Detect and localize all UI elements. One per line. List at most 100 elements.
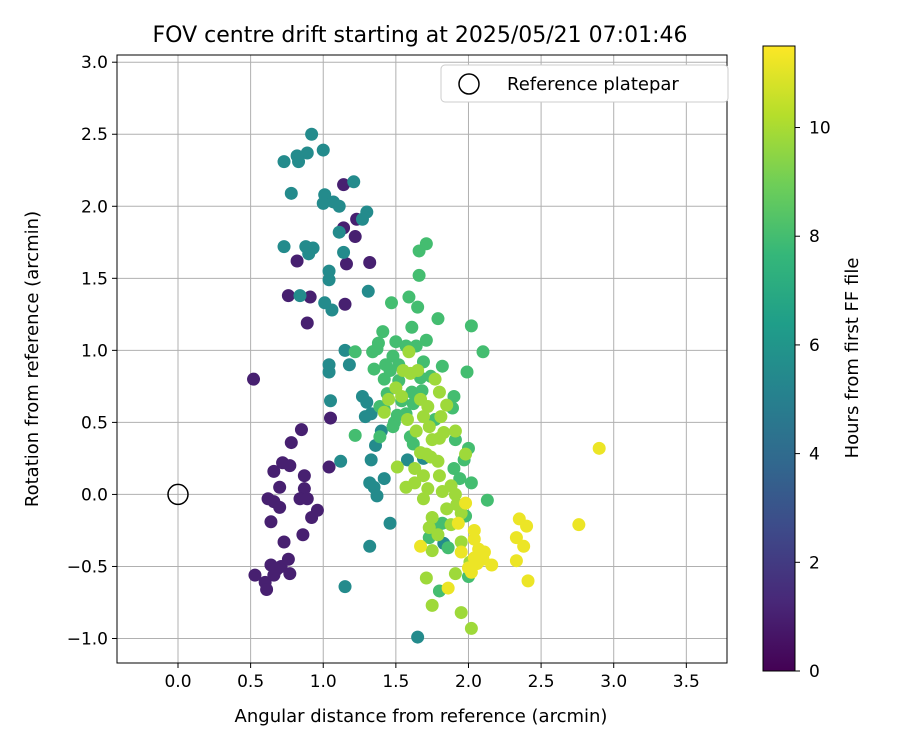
y-tick-label: 3.0: [81, 53, 108, 73]
scatter-point: [437, 425, 451, 439]
scatter-point: [412, 268, 426, 282]
scatter-point: [406, 437, 420, 451]
scatter-point: [419, 333, 433, 347]
scatter-point: [432, 385, 446, 399]
scatter-point: [405, 385, 419, 399]
colorbar-tick-label: 2: [809, 553, 820, 573]
colorbar-tick-label: 4: [809, 445, 820, 465]
x-tick-label: 2.5: [528, 672, 555, 692]
scatter-point: [348, 230, 362, 244]
scatter-point: [509, 554, 523, 568]
scatter-point: [435, 359, 449, 373]
legend-box: [440, 64, 729, 103]
scatter-point: [347, 175, 361, 189]
y-tick-label: 0.0: [81, 485, 108, 505]
scatter-point: [431, 454, 445, 468]
scatter-point: [348, 345, 362, 359]
scatter-point: [361, 284, 375, 298]
scatter-point: [444, 479, 458, 493]
scatter-point: [572, 518, 586, 532]
x-tick-label: 3.0: [600, 672, 627, 692]
scatter-point: [421, 400, 435, 414]
scatter-point: [248, 568, 262, 582]
scatter-point: [273, 500, 287, 514]
scatter-point: [276, 456, 290, 470]
scatter-point: [454, 606, 468, 620]
scatter-point: [370, 489, 384, 503]
scatter-point: [390, 460, 404, 474]
scatter-point: [454, 535, 468, 549]
scatter-point: [409, 424, 423, 438]
scatter-point: [454, 545, 468, 559]
scatter-point: [453, 472, 467, 486]
scatter-point: [363, 255, 377, 269]
colorbar-tick-label: 0: [809, 662, 820, 682]
colorbar-tick-label: 10: [809, 119, 831, 139]
scatter-point: [358, 410, 372, 424]
scatter-point: [440, 502, 454, 516]
scatter-point: [297, 469, 311, 483]
scatter-point: [293, 289, 307, 303]
x-tick-label: 2.0: [455, 672, 482, 692]
scatter-point: [334, 454, 348, 468]
x-tick-label: 1.0: [310, 672, 337, 692]
scatter-point: [364, 453, 378, 467]
scatter-point: [405, 320, 419, 334]
scatter-point: [447, 461, 461, 475]
scatter-point: [480, 493, 494, 507]
scatter-point: [431, 312, 445, 326]
x-axis-ticks: 0.0 0.5 1.0 1.5 2.0 2.5 3.0 3.5: [164, 663, 700, 692]
scatter-point: [267, 464, 281, 478]
scatter-point: [389, 335, 403, 349]
scatter-point: [464, 476, 478, 490]
scatter-point: [400, 413, 414, 427]
plot-area: 0.0 0.5 1.0 1.5 2.0 2.5 3.0 3.5 −1.0 −0.5 0.0 0.5 1…: [67, 53, 728, 692]
scatter-point: [386, 420, 400, 434]
scatter-point: [303, 290, 317, 304]
scatter-point: [348, 428, 362, 442]
scatter-point: [521, 574, 535, 588]
scatter-point: [517, 539, 531, 553]
scatter-point: [277, 155, 291, 169]
scatter-point: [416, 410, 430, 424]
scatter-point: [400, 453, 414, 467]
scatter-point: [316, 143, 330, 157]
scatter-point: [322, 273, 336, 287]
scatter-point: [337, 178, 351, 192]
scatter-point: [419, 571, 433, 585]
scatter-point: [470, 557, 484, 571]
scatter-point: [290, 254, 304, 268]
scatter-point: [408, 461, 422, 475]
colorbar-gradient: [762, 45, 796, 672]
scatter-point: [370, 342, 384, 356]
scatter-point: [260, 583, 274, 597]
scatter-point: [270, 562, 284, 576]
scatter-point: [454, 506, 468, 520]
scatter-point: [425, 598, 439, 612]
x-tick-label: 1.5: [382, 672, 409, 692]
y-tick-label: 1.5: [81, 269, 108, 289]
scatter-point: [421, 482, 435, 496]
y-tick-label: 1.0: [81, 341, 108, 361]
y-tick-label: 2.5: [81, 125, 108, 145]
scatter-point: [355, 212, 369, 226]
scatter-point: [419, 237, 433, 251]
scatter-point: [459, 496, 473, 510]
scatter-point: [464, 319, 478, 333]
scatter-point: [434, 410, 448, 424]
scatter-point: [383, 364, 397, 378]
scatter-point: [264, 515, 278, 529]
scatter-point: [402, 290, 416, 304]
x-axis-label: Angular distance from reference (arcmin): [235, 706, 608, 727]
scatter-point: [382, 392, 396, 406]
scatter-point: [520, 519, 534, 533]
scatter-point: [416, 492, 430, 506]
scatter-point: [431, 528, 445, 542]
scatter-point: [324, 394, 337, 408]
scatter-point: [363, 539, 377, 553]
legend: Reference platepar: [440, 64, 729, 103]
scatter-point: [363, 476, 377, 490]
colorbar-tick-label: 6: [809, 336, 820, 356]
scatter-point: [441, 581, 455, 595]
